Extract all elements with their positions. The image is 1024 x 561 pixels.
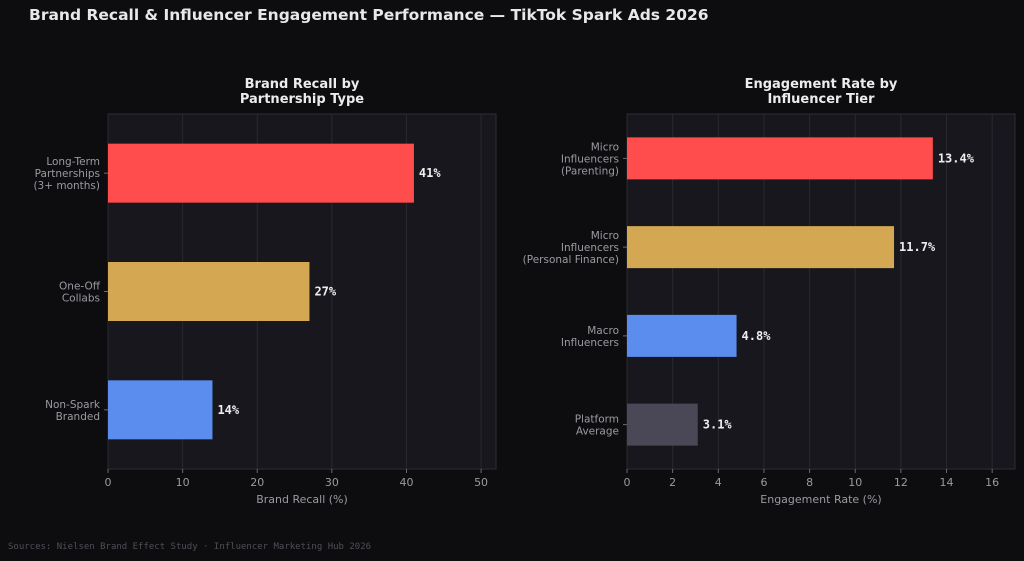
engagement-bar <box>627 137 933 180</box>
recall-x-tick-label: 50 <box>474 476 488 489</box>
recall-x-axis-title: Brand Recall (%) <box>256 493 348 506</box>
page-title: Brand Recall & Influencer Engagement Per… <box>29 6 709 24</box>
recall-category-label: Long-Term <box>46 156 100 168</box>
recall-bar <box>108 143 414 203</box>
engagement-category-label: Macro <box>587 325 619 337</box>
recall-value-label: 14% <box>217 403 239 417</box>
engagement-x-tick-label: 12 <box>894 476 908 489</box>
engagement-x-tick-label: 14 <box>940 476 954 489</box>
recall-x-tick-label: 10 <box>176 476 190 489</box>
engagement-category-label: (Personal Finance) <box>523 254 619 266</box>
engagement-x-tick-label: 16 <box>985 476 999 489</box>
engagement-x-tick-label: 6 <box>760 476 767 489</box>
engagement-x-tick-label: 8 <box>806 476 813 489</box>
recall-bar <box>108 380 213 440</box>
engagement-category-label: Influencers <box>561 153 619 165</box>
engagement-category-label: Micro <box>591 141 619 153</box>
sources-footer: Sources: Nielsen Brand Effect Study · In… <box>8 542 372 552</box>
engagement-title-line: Engagement Rate by <box>745 77 898 92</box>
recall-value-label: 41% <box>419 166 441 180</box>
recall-x-tick-label: 20 <box>250 476 264 489</box>
recall-value-label: 27% <box>314 285 336 299</box>
recall-category-label: Branded <box>56 411 100 423</box>
engagement-bar <box>627 226 895 269</box>
engagement-value-label: 13.4% <box>938 151 975 165</box>
engagement-value-label: 4.8% <box>742 329 772 343</box>
engagement-value-label: 11.7% <box>899 240 936 254</box>
engagement-category-label: (Parenting) <box>561 165 619 177</box>
recall-x-tick-label: 30 <box>325 476 339 489</box>
engagement-title-line: Influencer Tier <box>767 92 875 107</box>
engagement-x-tick-label: 4 <box>715 476 722 489</box>
recall-category-label: Collabs <box>62 293 100 305</box>
engagement-x-axis-title: Engagement Rate (%) <box>760 493 881 506</box>
engagement-category-label: Influencers <box>561 337 619 349</box>
engagement-x-tick-label: 10 <box>848 476 862 489</box>
recall-title-line: Partnership Type <box>240 92 364 107</box>
recall-title-line: Brand Recall by <box>245 77 360 92</box>
recall-category-label: (3+ months) <box>33 180 100 192</box>
engagement-value-label: 3.1% <box>703 418 733 432</box>
recall-category-label: One-Off <box>59 281 101 293</box>
engagement-category-label: Average <box>576 426 619 438</box>
recall-x-tick-label: 40 <box>399 476 413 489</box>
engagement-x-tick-label: 0 <box>624 476 631 489</box>
engagement-bar <box>627 403 698 446</box>
engagement-category-label: Micro <box>591 230 619 242</box>
recall-x-tick-label: 0 <box>105 476 112 489</box>
engagement-x-tick-label: 2 <box>669 476 676 489</box>
engagement-bar <box>627 314 737 357</box>
engagement-category-label: Influencers <box>561 242 619 254</box>
recall-category-label: Non-Spark <box>45 399 101 411</box>
recall-category-label: Partnerships <box>35 168 100 180</box>
recall-bar <box>108 262 310 321</box>
engagement-category-label: Platform <box>575 414 619 426</box>
